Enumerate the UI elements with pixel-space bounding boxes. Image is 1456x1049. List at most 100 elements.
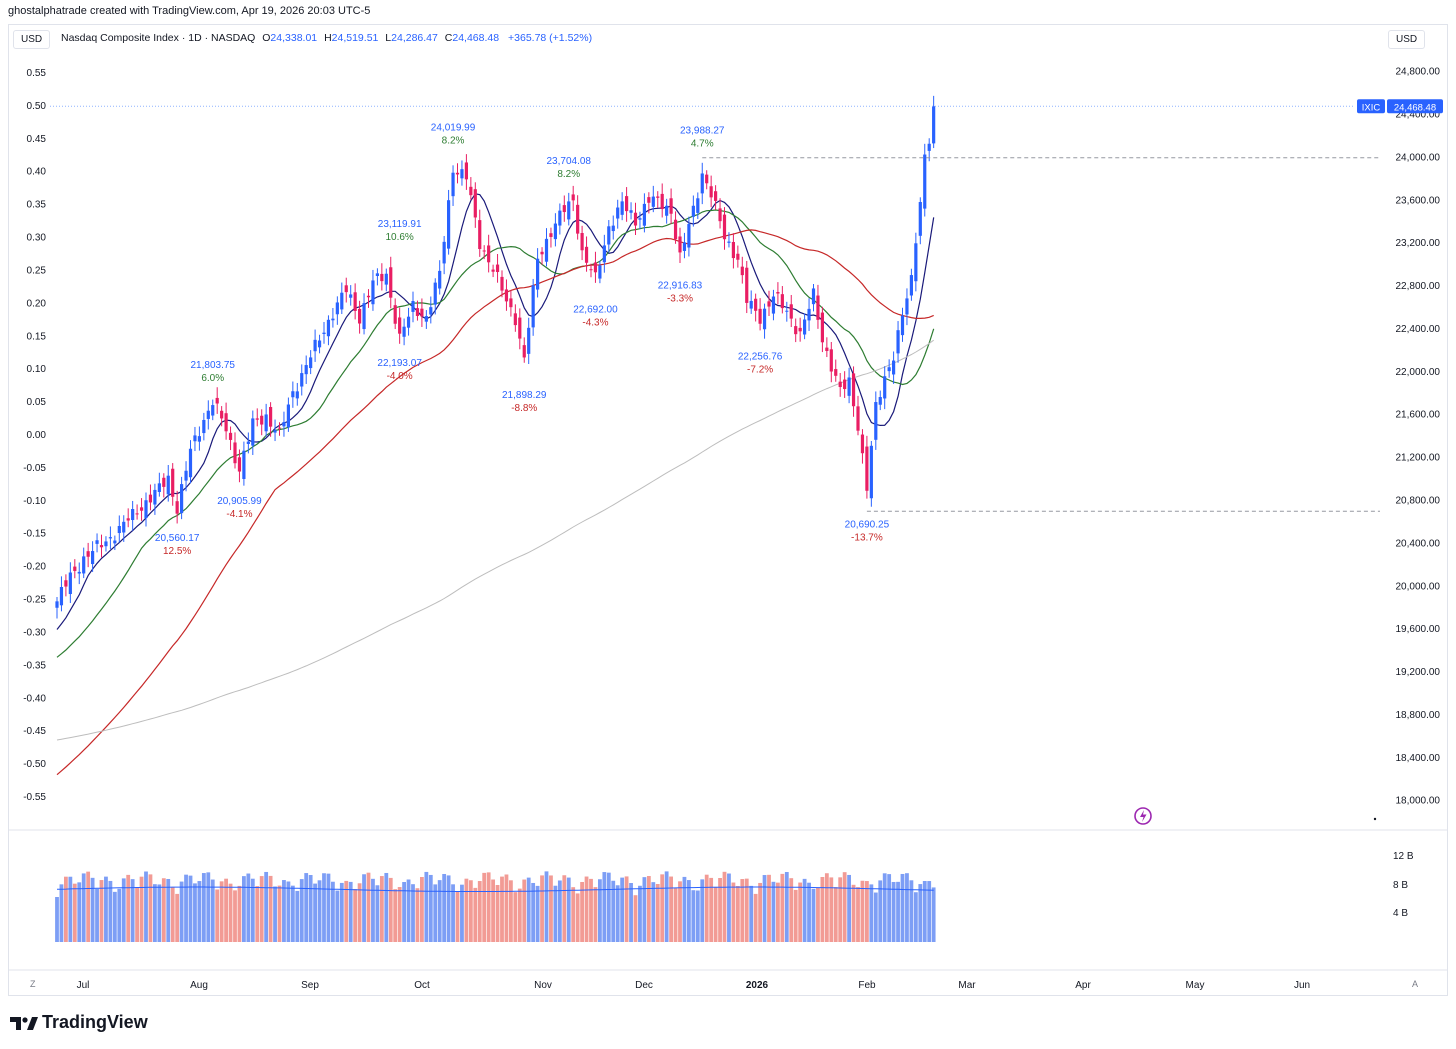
candle-body[interactable] bbox=[295, 391, 299, 399]
candle-body[interactable] bbox=[131, 509, 135, 521]
candle-body[interactable] bbox=[442, 241, 446, 264]
candle-body[interactable] bbox=[104, 541, 108, 547]
candle-body[interactable] bbox=[482, 250, 486, 252]
candle-body[interactable] bbox=[326, 319, 331, 337]
candle-body[interactable] bbox=[353, 292, 357, 311]
candle-body[interactable] bbox=[504, 289, 509, 302]
currency-left-button[interactable]: USD bbox=[13, 30, 51, 49]
candle-body[interactable] bbox=[678, 236, 682, 253]
candle-body[interactable] bbox=[180, 484, 184, 514]
candle-body[interactable] bbox=[99, 545, 104, 548]
candle-body[interactable] bbox=[785, 310, 789, 312]
candle-body[interactable] bbox=[366, 295, 371, 298]
candle-body[interactable] bbox=[909, 275, 913, 296]
candle-body[interactable] bbox=[642, 203, 646, 226]
candle-body[interactable] bbox=[540, 251, 544, 255]
candle-body[interactable] bbox=[851, 373, 856, 407]
candle-body[interactable] bbox=[237, 457, 242, 472]
candle-body[interactable] bbox=[68, 572, 72, 595]
candle-body[interactable] bbox=[709, 186, 713, 198]
candle-body[interactable] bbox=[918, 202, 922, 236]
candle-body[interactable] bbox=[108, 537, 112, 539]
candle-body[interactable] bbox=[255, 418, 259, 420]
candle-body[interactable] bbox=[162, 477, 166, 487]
candle-body[interactable] bbox=[193, 435, 197, 442]
candle-body[interactable] bbox=[696, 198, 700, 213]
auto-scale-z-button[interactable]: Z bbox=[30, 979, 36, 989]
candle-body[interactable] bbox=[202, 419, 206, 434]
candle-body[interactable] bbox=[317, 340, 322, 348]
candle-body[interactable] bbox=[175, 501, 179, 514]
candle-body[interactable] bbox=[460, 169, 464, 179]
candle-body[interactable] bbox=[215, 397, 219, 404]
candle-body[interactable] bbox=[589, 269, 593, 271]
candle-body[interactable] bbox=[411, 301, 415, 312]
candle-body[interactable] bbox=[718, 208, 722, 222]
candle-body[interactable] bbox=[811, 288, 816, 305]
candle-body[interactable] bbox=[322, 332, 326, 334]
candle-body[interactable] bbox=[847, 377, 851, 396]
candle-body[interactable] bbox=[883, 376, 887, 399]
candle-body[interactable] bbox=[455, 172, 460, 175]
candle-body[interactable] bbox=[398, 317, 402, 334]
candle-body[interactable] bbox=[269, 406, 273, 427]
candle-body[interactable] bbox=[286, 404, 290, 428]
candle-body[interactable] bbox=[665, 205, 669, 216]
candle-body[interactable] bbox=[905, 298, 909, 315]
candle-body[interactable] bbox=[691, 205, 695, 217]
candle-body[interactable] bbox=[562, 205, 566, 213]
candle-body[interactable] bbox=[251, 418, 255, 446]
candle-body[interactable] bbox=[415, 308, 420, 316]
candle-body[interactable] bbox=[300, 373, 304, 387]
candle-body[interactable] bbox=[211, 405, 215, 416]
candle-body[interactable] bbox=[402, 326, 406, 337]
candle-body[interactable] bbox=[700, 173, 704, 194]
candle-body[interactable] bbox=[220, 410, 224, 419]
candle-body[interactable] bbox=[825, 347, 829, 352]
candle-body[interactable] bbox=[291, 391, 295, 398]
candle-body[interactable] bbox=[171, 468, 175, 497]
candle-body[interactable] bbox=[740, 266, 744, 276]
candle-body[interactable] bbox=[184, 470, 188, 481]
candle-body[interactable] bbox=[789, 304, 793, 319]
candle-body[interactable] bbox=[932, 106, 936, 144]
candle-body[interactable] bbox=[469, 186, 473, 196]
candle-body[interactable] bbox=[153, 489, 157, 505]
candle-body[interactable] bbox=[598, 265, 602, 279]
candle-body[interactable] bbox=[228, 432, 233, 440]
candle-body[interactable] bbox=[762, 308, 767, 330]
candle-body[interactable] bbox=[705, 174, 709, 184]
candle-body[interactable] bbox=[349, 294, 353, 298]
candle-body[interactable] bbox=[633, 212, 638, 226]
candle-body[interactable] bbox=[656, 196, 660, 198]
candle-body[interactable] bbox=[313, 339, 317, 352]
candle-body[interactable] bbox=[544, 238, 549, 262]
candle-body[interactable] bbox=[834, 369, 838, 376]
candle-body[interactable] bbox=[816, 295, 820, 320]
candle-body[interactable] bbox=[576, 204, 580, 234]
currency-right-button[interactable]: USD bbox=[1388, 30, 1426, 49]
candle-body[interactable] bbox=[669, 198, 673, 214]
candle-body[interactable] bbox=[371, 280, 375, 305]
candle-body[interactable] bbox=[731, 241, 735, 259]
candle-body[interactable] bbox=[567, 201, 571, 220]
candle-body[interactable] bbox=[362, 303, 366, 330]
candle-body[interactable] bbox=[224, 413, 228, 432]
candle-body[interactable] bbox=[869, 445, 873, 499]
candle-body[interactable] bbox=[531, 285, 535, 328]
candle-body[interactable] bbox=[838, 381, 842, 388]
candle-body[interactable] bbox=[429, 307, 433, 315]
candle-body[interactable] bbox=[682, 242, 687, 251]
candle-body[interactable] bbox=[714, 191, 718, 201]
candle-body[interactable] bbox=[687, 224, 691, 248]
candle-body[interactable] bbox=[91, 551, 95, 565]
candle-body[interactable] bbox=[304, 365, 308, 375]
candle-body[interactable] bbox=[923, 154, 927, 209]
candle-body[interactable] bbox=[135, 513, 139, 515]
candle-body[interactable] bbox=[117, 525, 121, 534]
candle-body[interactable] bbox=[273, 430, 277, 433]
candle-body[interactable] bbox=[860, 434, 865, 454]
candle-body[interactable] bbox=[856, 406, 860, 431]
candle-body[interactable] bbox=[878, 397, 882, 405]
